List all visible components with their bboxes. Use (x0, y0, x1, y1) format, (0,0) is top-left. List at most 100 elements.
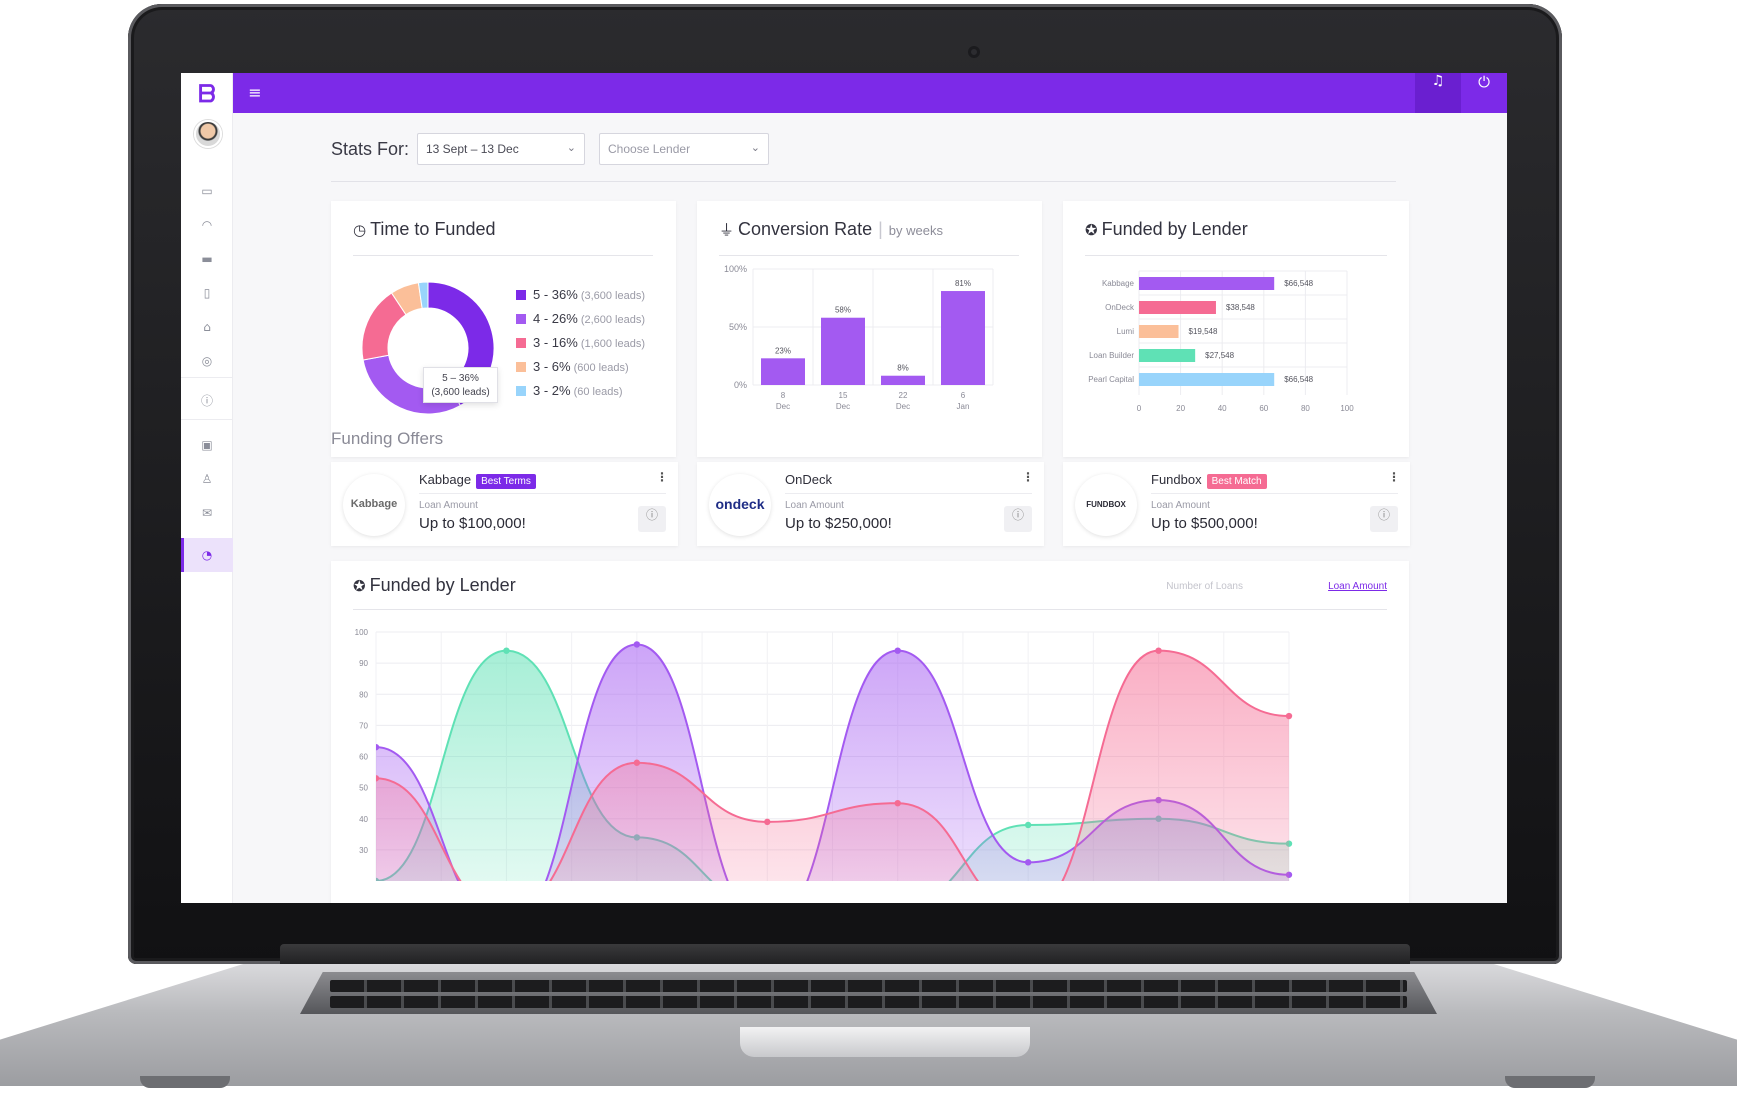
lender-select[interactable]: Choose Lender ⌄ (599, 133, 769, 165)
legend-label: 4 - 26% (533, 311, 578, 326)
card-title: ✪ Funded by Lender (1085, 219, 1248, 240)
clipboard-icon[interactable]: ▯ (203, 286, 211, 300)
loan-amount-label: Loan Amount (419, 500, 478, 511)
sidebar-item-active[interactable] (181, 538, 233, 572)
legend-leads: (2,600 leads) (580, 314, 646, 326)
legend-leads: (1,600 leads) (580, 338, 646, 350)
lender-name-text: Fundbox (1151, 472, 1202, 487)
contact-card-icon[interactable]: ▣ (201, 438, 213, 452)
legend-swatch (516, 314, 526, 324)
pie-chart-icon[interactable]: ◔ (201, 548, 213, 562)
laptop-foot (1505, 1076, 1595, 1088)
offer-card-kabbage[interactable]: Kabbage Kabbage Best Terms ⋮ Loan Amount … (331, 462, 678, 546)
speedometer-icon[interactable]: ◠ (201, 218, 213, 232)
info-icon[interactable]: ⓘ (638, 506, 666, 532)
legend-swatch (516, 386, 526, 396)
y-tick-label: 50 (359, 784, 368, 793)
legend-label: 5 - 36% (533, 287, 578, 302)
bar-value-label: $38,548 (1226, 303, 1255, 312)
series-point (376, 743, 380, 751)
mail-icon[interactable]: ✉ (201, 506, 213, 520)
credit-card-icon[interactable]: ▬ (201, 252, 213, 266)
bank-icon[interactable]: ⌂ (203, 320, 211, 334)
x-tick-label: 6 (961, 391, 966, 400)
card-divider (353, 609, 1387, 610)
loan-amount-label: Loan Amount (1151, 500, 1210, 511)
x-tick-label: 60 (1259, 404, 1268, 413)
bar (761, 358, 805, 385)
x-tick-label: 20 (1176, 404, 1185, 413)
x-tick-label: 8 (781, 391, 786, 400)
chevron-down-icon: ⌄ (566, 141, 576, 154)
series-point (1024, 821, 1032, 829)
legend-item: 3 - 6% (600 leads) (516, 359, 645, 383)
b-logo-icon[interactable]: ᗷ (198, 80, 216, 108)
bar (1139, 373, 1275, 386)
legend-swatch (516, 362, 526, 372)
globe-icon[interactable]: ◎ (201, 354, 213, 368)
time-to-funded-card: ◷ Time to Funded 5 – 36% (3,600 leads) 5 … (331, 201, 676, 457)
conversion-rate-subtitle: by weeks (888, 223, 943, 238)
series-point (894, 799, 901, 807)
lender-name: Fundbox Best Match (1151, 472, 1267, 489)
bell-icon[interactable]: ♫ (1415, 73, 1461, 113)
power-icon[interactable]: ⏻ (1478, 73, 1490, 91)
bar (1139, 325, 1179, 338)
date-range-select[interactable]: 13 Sept – 13 Dec ⌄ (417, 133, 585, 165)
series-point (633, 641, 641, 648)
offer-card-ondeck[interactable]: ondeck OnDeck ⋮ Loan Amount Up to $250,0… (697, 462, 1044, 546)
key-row (330, 980, 1407, 992)
x-tick-label: Dec (836, 402, 850, 411)
invoice-icon[interactable]: ▭ (201, 184, 213, 198)
card-title: ◷ Time to Funded (353, 219, 496, 240)
camera (968, 46, 980, 58)
lender-logo-text: FUNDBOX (1086, 500, 1126, 509)
y-tick-label: 100 (355, 628, 369, 637)
plot-area (376, 641, 1293, 881)
bar-value-label: 23% (775, 346, 791, 355)
more-options-icon[interactable]: ⋮ (656, 470, 668, 484)
offer-card-fundbox[interactable]: FUNDBOX Fundbox Best Match ⋮ Loan Amount … (1063, 462, 1410, 546)
user-icon[interactable]: ♙ (201, 472, 213, 486)
x-tick-label: 0 (1137, 404, 1142, 413)
bar-value-label: $66,548 (1284, 375, 1313, 384)
y-tick-label: 90 (359, 659, 368, 668)
menu-icon[interactable]: ≡ (248, 83, 262, 102)
more-options-icon[interactable]: ⋮ (1388, 470, 1400, 484)
best-match-badge: Best Match (1206, 474, 1267, 489)
lender-name: OnDeck (785, 472, 832, 487)
tooltip-line: 5 – 36% (442, 373, 479, 384)
info-icon[interactable]: ⓘ (1370, 506, 1398, 532)
title-separator: | (878, 219, 883, 239)
bar (941, 291, 985, 385)
bar (1139, 301, 1216, 314)
avatar[interactable] (194, 120, 222, 148)
series-point (376, 775, 380, 782)
funded-by-lender-bar-chart: 0 20 40 60 80 100 Kabbage $66,548 OnDeck $38,548 L… (1088, 270, 1354, 413)
y-tick-label: 0% (734, 380, 747, 390)
funded-by-lender-area-chart: 100 90 80 70 60 50 40 30 (355, 628, 1293, 881)
number-of-loans-toggle[interactable]: Number of Loans (1166, 581, 1243, 592)
lender-logo: Kabbage (343, 474, 405, 536)
legend-item: 3 - 16% (1,600 leads) (516, 335, 645, 359)
more-options-icon[interactable]: ⋮ (1022, 470, 1034, 484)
card-divider (1085, 255, 1387, 256)
y-tick-label: 70 (359, 721, 368, 730)
lender-logo: ondeck (709, 474, 771, 536)
info-card-icon[interactable]: ⓘ (200, 394, 213, 408)
y-tick-label: 50% (729, 322, 747, 332)
x-tick-label: Dec (776, 402, 790, 411)
x-tick-label: 40 (1218, 404, 1227, 413)
offer-divider (1151, 493, 1398, 494)
info-icon[interactable]: ⓘ (1004, 506, 1032, 532)
loan-amount-toggle[interactable]: Loan Amount (1328, 581, 1387, 592)
bar-value-label: $19,548 (1189, 327, 1218, 336)
conversion-rate-card: ⏚ Conversion Rate | by weeks 100% 50% 0% 23% 8 D… (697, 201, 1042, 457)
bar (1139, 277, 1275, 290)
loan-amount-value: Up to $100,000! (419, 515, 526, 532)
bar-value-label: 8% (897, 364, 909, 373)
legend-leads: (600 leads) (573, 362, 629, 374)
bar-value-label: $27,548 (1205, 351, 1234, 360)
bar (1139, 349, 1196, 362)
x-tick-label: 15 (839, 391, 848, 400)
